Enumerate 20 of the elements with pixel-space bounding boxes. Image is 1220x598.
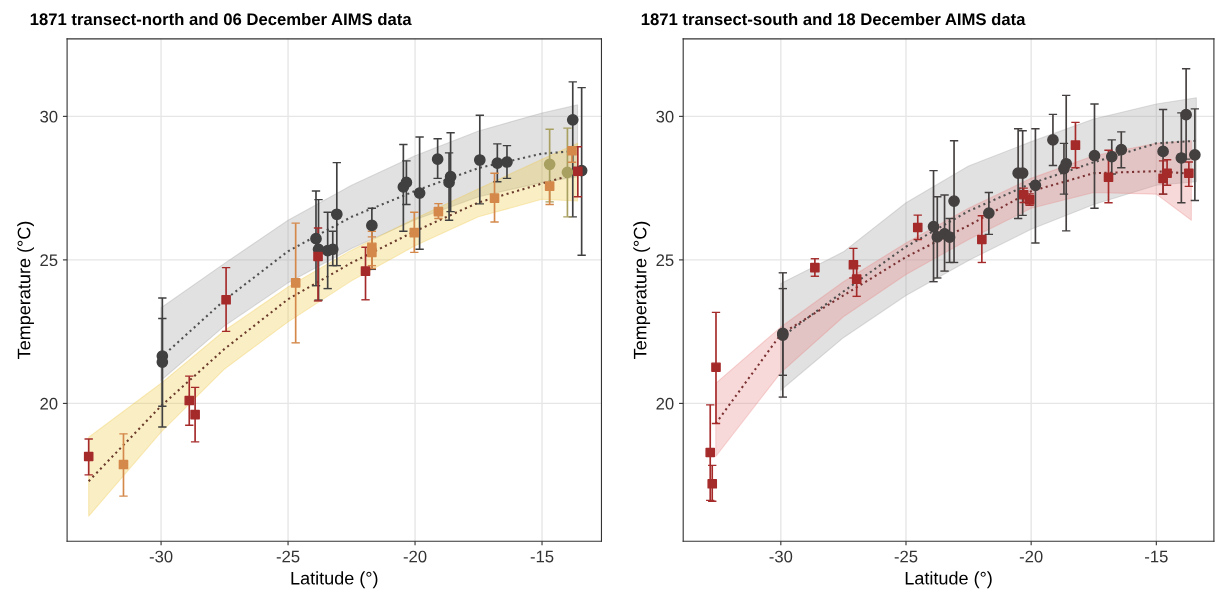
chart-title: 1871 transect-south and 18 December AIMS data — [641, 12, 1026, 26]
x-tick-label: -15 — [530, 550, 554, 563]
x-tick-label: -20 — [403, 550, 427, 563]
y-tick-label: 25 — [40, 254, 58, 267]
y-tick-label: 30 — [656, 110, 674, 123]
y-axis-title: Temperature (°C) — [633, 221, 651, 359]
x-tick-label: -25 — [276, 550, 300, 563]
x-tick-label: -20 — [1019, 550, 1043, 563]
x-tick-label: -15 — [1145, 550, 1168, 563]
y-tick-label: 30 — [40, 110, 58, 123]
y-axis-title: Temperature (°C) — [17, 221, 34, 359]
x-axis-title: Latitude (°) — [291, 571, 378, 589]
x-tick-label: -30 — [769, 550, 793, 563]
chart-title: 1871 transect-north and 06 December AIMS data — [30, 12, 412, 26]
y-tick-label: 25 — [656, 254, 674, 267]
x-tick-label: -25 — [894, 550, 918, 563]
x-axis-title: Latitude (°) — [905, 571, 992, 589]
x-tick-label: -30 — [149, 550, 173, 563]
y-tick-label: 20 — [40, 397, 58, 410]
y-tick-label: 20 — [656, 397, 674, 410]
